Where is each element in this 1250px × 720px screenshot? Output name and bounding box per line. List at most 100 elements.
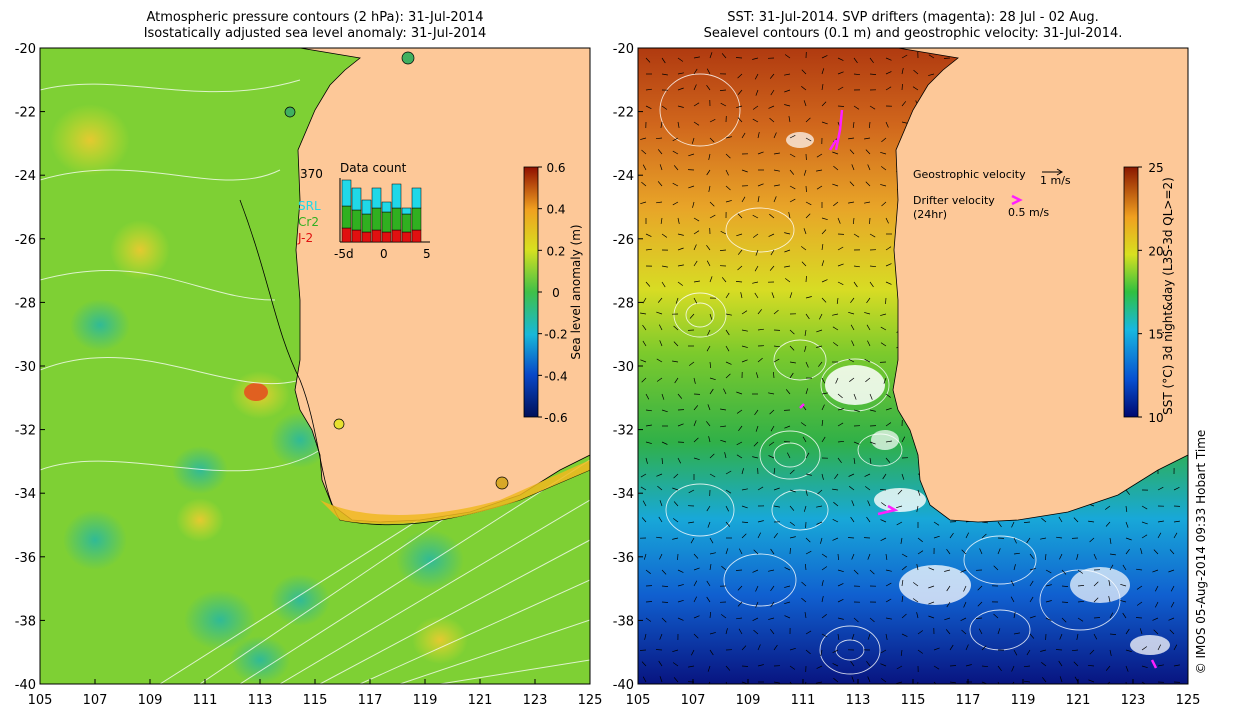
velocity-arrow (821, 377, 826, 384)
colorbar-tick-label: 25 (1148, 161, 1163, 175)
velocity-arrow (1029, 567, 1036, 571)
velocity-arrow (1157, 520, 1164, 523)
velocity-arrow (784, 601, 791, 605)
velocity-arrow (867, 553, 871, 560)
tide-gauge-marker (495, 476, 509, 490)
velocity-arrow (1040, 537, 1047, 540)
velocity-arrow (784, 73, 791, 76)
velocity-arrow (881, 201, 887, 207)
velocity-arrow (816, 153, 823, 158)
velocity-arrow (1125, 505, 1128, 512)
velocity-arrow (1013, 552, 1020, 555)
velocity-arrow (1029, 553, 1034, 559)
velocity-arrow (768, 392, 775, 395)
velocity-arrow (757, 486, 764, 491)
velocity-arrow (832, 326, 839, 331)
velocity-arrow (880, 184, 887, 187)
y-tick-label: -26 (613, 233, 634, 248)
x-tick-label: 115 (303, 693, 328, 708)
velocity-arrow (805, 185, 807, 193)
land-australia (294, 48, 590, 523)
velocity-arrow (661, 441, 668, 445)
velocity-arrow (850, 297, 855, 304)
velocity-arrow (1029, 580, 1034, 587)
velocity-arrow (917, 630, 924, 635)
velocity-arrow (896, 665, 903, 670)
cloud-mask (786, 132, 1170, 655)
right-title-line2: Sealevel contours (0.1 m) and geostrophi… (703, 26, 1123, 41)
velocity-arrow (645, 569, 651, 574)
velocity-arrow (821, 84, 824, 91)
geo-velocity-label: Geostrophic velocity (913, 168, 1026, 181)
velocity-arrow (789, 521, 796, 526)
velocity-arrow (851, 633, 855, 640)
velocity-arrow (816, 185, 823, 190)
velocity-arrow (725, 345, 730, 352)
velocity-arrow (821, 244, 824, 251)
inset-bar-segment (401, 213, 412, 233)
velocity-arrow (816, 505, 823, 508)
inset-bar-segment (351, 187, 362, 211)
inset-title: Data count (340, 161, 407, 175)
velocity-arrow (837, 617, 844, 620)
velocity-arrow (832, 518, 839, 523)
velocity-arrow (677, 553, 679, 561)
velocity-arrow (719, 249, 727, 251)
velocity-arrow (755, 585, 759, 592)
velocity-arrow (784, 585, 791, 588)
velocity-arrow (880, 663, 887, 667)
velocity-arrow (1109, 633, 1117, 635)
velocity-arrow (1125, 548, 1130, 555)
velocity-arrow (805, 275, 807, 283)
velocity-arrow (784, 425, 791, 429)
velocity-arrow (709, 552, 716, 555)
velocity-arrow (880, 151, 887, 155)
velocity-arrow (693, 457, 700, 461)
velocity-arrow (869, 265, 877, 268)
velocity-arrow (981, 645, 987, 651)
velocity-arrow (917, 550, 924, 555)
velocity-arrow (1168, 569, 1175, 573)
velocity-arrow (933, 535, 940, 539)
velocity-arrow (837, 217, 841, 224)
velocity-arrow (885, 407, 892, 411)
velocity-arrow (837, 583, 844, 587)
left-title-line2: Isostatically adjusted sea level anomaly… (143, 26, 487, 41)
velocity-arrow (693, 244, 697, 251)
velocity-arrow (659, 553, 663, 560)
velocity-arrow (821, 217, 828, 221)
velocity-arrow (849, 181, 855, 187)
velocity-arrow (755, 249, 759, 256)
sla-colorbar: 0.6 0.4 0.2 0 -0.2 -0.4 -0.6 Sea level anomaly… (523, 161, 583, 425)
velocity-arrow (725, 313, 732, 316)
velocity-arrow (785, 389, 791, 395)
velocity-arrow (1077, 585, 1085, 587)
velocity-arrow (641, 377, 647, 383)
velocity-arrow (816, 681, 823, 684)
velocity-arrow (725, 185, 731, 191)
velocity-arrow (853, 105, 860, 110)
velocity-arrow (901, 101, 907, 107)
velocity-arrow (944, 569, 951, 572)
velocity-arrow (709, 632, 716, 635)
velocity-arrow (945, 629, 951, 635)
velocity-arrow (997, 548, 1001, 555)
velocity-arrow (803, 169, 807, 176)
velocity-arrow (928, 601, 935, 605)
velocity-arrow (900, 537, 903, 544)
velocity-arrow (736, 454, 743, 459)
geo-velocity-scale: 1 m/s (1040, 174, 1071, 187)
velocity-arrow (949, 681, 956, 684)
velocity-arrow (737, 601, 743, 607)
velocity-arrow (674, 377, 679, 384)
velocity-arrow (821, 404, 825, 411)
velocity-arrow (960, 617, 967, 622)
velocity-arrow (880, 166, 887, 171)
velocity-arrow (928, 54, 935, 59)
inset-bar-segment (411, 207, 422, 231)
velocity-arrow (752, 57, 759, 60)
velocity-arrow (882, 473, 887, 480)
velocity-arrow (773, 132, 777, 139)
velocity-arrow (816, 521, 823, 525)
velocity-arrow (789, 665, 796, 670)
